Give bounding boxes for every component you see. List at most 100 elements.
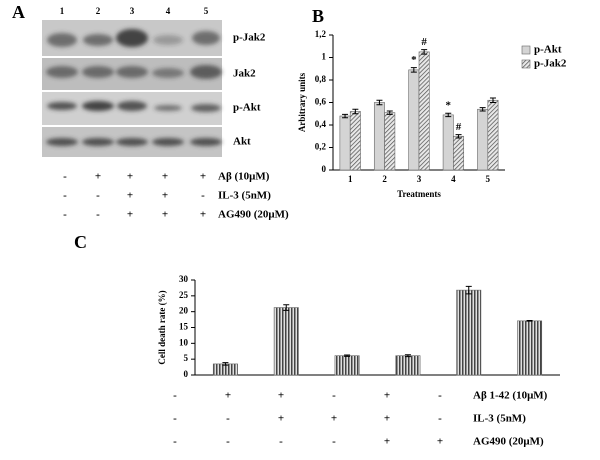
bar	[477, 108, 489, 171]
treatment-sign: +	[200, 209, 206, 221]
legend-label: p-Akt	[534, 44, 562, 56]
error-bar	[445, 112, 452, 118]
band-label: p-Akt	[233, 102, 261, 114]
treatment-sign: -	[63, 209, 67, 221]
treatment-label: IL-3 (5nM)	[473, 413, 526, 425]
y-tick-label: 0,4	[315, 119, 327, 129]
panel-letter: C	[74, 232, 87, 252]
bar	[349, 111, 361, 171]
bar	[273, 307, 299, 376]
significance-marker: #	[421, 36, 427, 48]
treatment-sign: +	[437, 436, 443, 448]
y-tick-label: 0,2	[315, 142, 327, 152]
y-tick-label: 0	[184, 369, 189, 379]
treatment-sign: -	[201, 190, 205, 202]
bar	[517, 320, 543, 376]
treatment-sign: -	[438, 390, 442, 402]
error-bar	[344, 354, 351, 357]
bar	[395, 355, 421, 376]
y-tick-label: 1	[322, 52, 327, 62]
treatment-sign: -	[96, 190, 100, 202]
treatment-sign: +	[384, 436, 390, 448]
bar	[384, 112, 396, 171]
treatment-sign: +	[162, 209, 168, 221]
lane-label: 2	[96, 6, 101, 16]
y-axis-label: Cell death rate (%)	[157, 290, 167, 364]
treatment-sign: +	[331, 413, 337, 425]
bar	[456, 289, 482, 376]
treatment-sign: -	[63, 190, 67, 202]
bar	[453, 135, 465, 171]
x-tick-label: 5	[486, 174, 491, 184]
x-tick-label: 4	[451, 174, 456, 184]
y-tick-label: 25	[179, 290, 189, 300]
treatment-label: Aβ (10μM)	[218, 171, 270, 183]
lane-label: 5	[204, 6, 209, 16]
error-bar	[342, 113, 349, 119]
y-tick-label: 1,2	[315, 29, 327, 39]
treatment-label: AG490 (20μM)	[218, 209, 289, 221]
x-axis-label: Treatments	[397, 189, 441, 199]
bar	[418, 51, 430, 171]
treatment-sign: +	[278, 413, 284, 425]
legend-swatch	[521, 59, 531, 69]
treatment-sign: +	[384, 390, 390, 402]
band-label: p-Jak2	[233, 32, 266, 44]
y-tick-label: 30	[179, 274, 189, 284]
error-bar	[479, 107, 486, 112]
error-bar	[421, 49, 428, 55]
error-bar	[283, 304, 290, 311]
treatment-sign: -	[173, 436, 177, 448]
bar	[334, 355, 360, 376]
treatment-sign: -	[96, 209, 100, 221]
treatment-sign: +	[200, 171, 206, 183]
x-tick-label: 1	[348, 174, 353, 184]
treatment-sign: +	[225, 390, 231, 402]
band-label: Akt	[233, 136, 251, 148]
treatment-sign: +	[127, 171, 133, 183]
treatment-label: Aβ 1-42 (10μM)	[473, 390, 548, 402]
error-bar	[352, 108, 359, 115]
band-label: Jak2	[233, 68, 256, 80]
y-tick-label: 10	[179, 337, 189, 347]
treatment-sign: +	[95, 171, 101, 183]
error-bar	[376, 99, 383, 106]
treatment-sign: -	[226, 413, 230, 425]
treatment-sign: -	[173, 390, 177, 402]
treatment-sign: +	[384, 413, 390, 425]
y-tick-label: 15	[179, 322, 189, 332]
error-bar	[404, 354, 411, 358]
lane-label: 3	[130, 6, 135, 16]
significance-marker: *	[411, 54, 417, 66]
error-bar	[222, 362, 229, 366]
y-tick-label: 0,8	[315, 74, 327, 84]
treatment-label: IL-3 (5nM)	[218, 190, 271, 202]
error-bar	[455, 134, 462, 139]
y-tick-label: 20	[179, 306, 189, 316]
panel-letter: B	[312, 6, 324, 26]
x-tick-label: 3	[417, 174, 422, 184]
error-bar	[386, 110, 393, 115]
treatment-sign: -	[438, 413, 442, 425]
treatment-sign: -	[63, 171, 67, 183]
significance-marker: #	[456, 121, 462, 133]
panel-letter: A	[12, 2, 25, 22]
bar	[442, 114, 454, 171]
lane-label: 4	[166, 6, 171, 16]
y-axis-label: Arbitrary units	[297, 72, 307, 132]
treatment-sign: -	[332, 436, 336, 448]
treatment-sign: +	[127, 209, 133, 221]
blot-image	[42, 20, 222, 157]
legend-swatch	[521, 45, 531, 55]
y-tick-label: 0,6	[315, 97, 327, 107]
bar	[373, 102, 385, 171]
error-bar	[410, 67, 417, 73]
error-bar	[465, 285, 472, 295]
treatment-sign: +	[162, 190, 168, 202]
treatment-sign: -	[332, 390, 336, 402]
bar	[339, 115, 351, 171]
treatment-sign: -	[279, 436, 283, 448]
treatment-sign: +	[127, 190, 133, 202]
legend-label: p-Jak2	[534, 58, 567, 70]
treatment-sign: +	[278, 390, 284, 402]
